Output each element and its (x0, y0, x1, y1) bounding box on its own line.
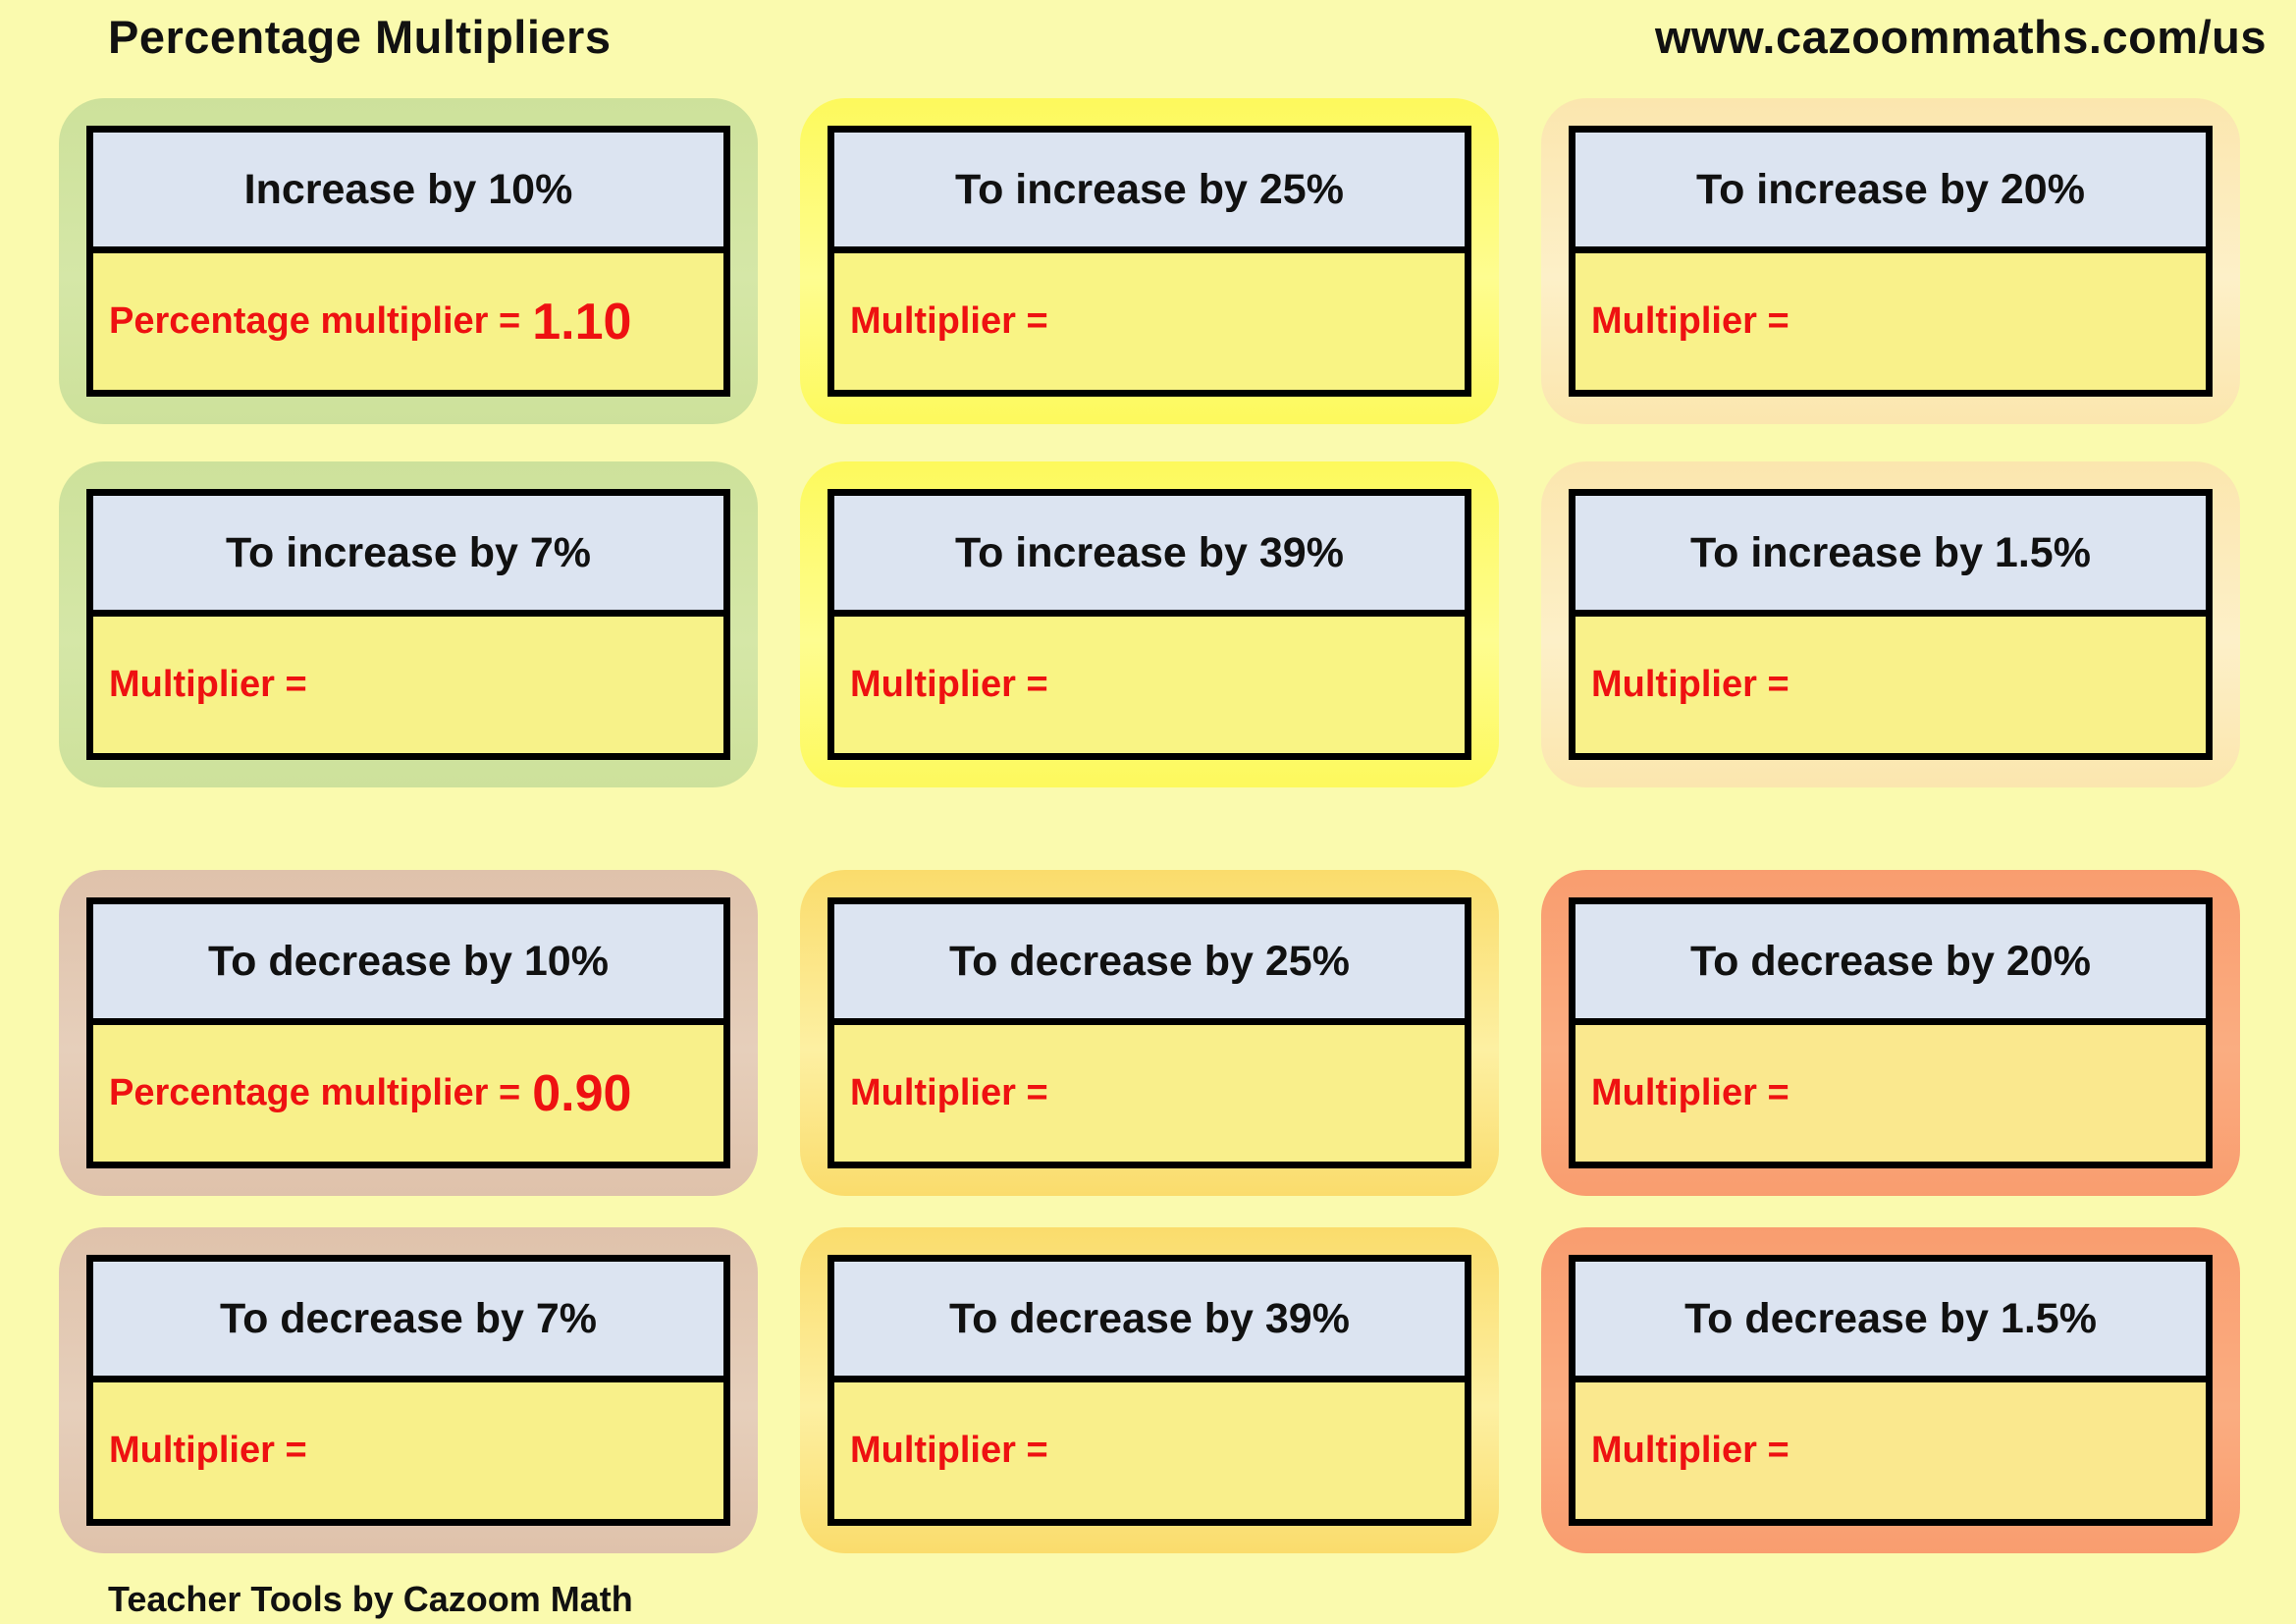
multiplier-label: Multiplier = (850, 664, 1048, 706)
card-answer-area: Multiplier = (834, 253, 1465, 390)
multiplier-label: Multiplier = (850, 1430, 1048, 1472)
card-increase-25: To increase by 25% Multiplier = (800, 98, 1499, 424)
card-frame: To decrease by 10% Percentage multiplier… (86, 897, 730, 1168)
card-decrease-1-5: To decrease by 1.5% Multiplier = (1541, 1227, 2240, 1553)
multiplier-label: Percentage multiplier = (109, 300, 521, 343)
card-decrease-7: To decrease by 7% Multiplier = (59, 1227, 758, 1553)
card-header: To decrease by 7% (93, 1262, 723, 1383)
card-header-label: To increase by 1.5% (1690, 528, 2091, 576)
card-increase-7: To increase by 7% Multiplier = (59, 461, 758, 787)
multiplier-label: Multiplier = (1591, 664, 1789, 706)
card-header-label: To increase by 20% (1696, 165, 2085, 213)
card-answer-area: Multiplier = (1575, 253, 2206, 390)
card-answer-area: Multiplier = (834, 617, 1465, 753)
card-frame: To decrease by 25% Multiplier = (828, 897, 1471, 1168)
card-answer-area: Multiplier = (1575, 617, 2206, 753)
card-decrease-39: To decrease by 39% Multiplier = (800, 1227, 1499, 1553)
decrease-cards-grid: To decrease by 10% Percentage multiplier… (0, 870, 2296, 1553)
card-header-label: To decrease by 1.5% (1684, 1294, 2097, 1342)
page-header: Percentage Multipliers www.cazoommaths.c… (0, 0, 2296, 77)
card-header-label: To increase by 7% (225, 528, 592, 576)
card-answer-area: Percentage multiplier = 0.90 (93, 1025, 723, 1162)
card-header-label: To decrease by 20% (1690, 937, 2091, 985)
card-header: To increase by 39% (834, 496, 1465, 618)
card-decrease-25: To decrease by 25% Multiplier = (800, 870, 1499, 1196)
card-frame: To increase by 7% Multiplier = (86, 489, 730, 760)
multiplier-label: Multiplier = (1591, 1072, 1789, 1114)
multiplier-label: Multiplier = (109, 664, 307, 706)
page-title: Percentage Multipliers (108, 11, 612, 63)
card-frame: Increase by 10% Percentage multiplier = … (86, 126, 730, 397)
card-frame: To increase by 1.5% Multiplier = (1569, 489, 2213, 760)
card-increase-10: Increase by 10% Percentage multiplier = … (59, 98, 758, 424)
card-increase-1-5: To increase by 1.5% Multiplier = (1541, 461, 2240, 787)
card-header-label: To decrease by 39% (949, 1294, 1350, 1342)
multiplier-label: Multiplier = (109, 1430, 307, 1472)
card-increase-39: To increase by 39% Multiplier = (800, 461, 1499, 787)
card-header: To decrease by 25% (834, 904, 1465, 1026)
card-header: To decrease by 20% (1575, 904, 2206, 1026)
card-header: Increase by 10% (93, 133, 723, 254)
card-header: To increase by 25% (834, 133, 1465, 254)
card-header-label: To decrease by 7% (220, 1294, 597, 1342)
card-frame: To decrease by 39% Multiplier = (828, 1255, 1471, 1526)
card-header: To increase by 1.5% (1575, 496, 2206, 618)
multiplier-label: Multiplier = (1591, 1430, 1789, 1472)
card-answer-area: Percentage multiplier = 1.10 (93, 253, 723, 390)
card-frame: To decrease by 20% Multiplier = (1569, 897, 2213, 1168)
card-decrease-10: To decrease by 10% Percentage multiplier… (59, 870, 758, 1196)
card-answer-area: Multiplier = (93, 617, 723, 753)
card-answer-area: Multiplier = (93, 1382, 723, 1519)
card-answer-area: Multiplier = (1575, 1382, 2206, 1519)
multiplier-label: Multiplier = (850, 1072, 1048, 1114)
card-frame: To increase by 25% Multiplier = (828, 126, 1471, 397)
card-header: To decrease by 39% (834, 1262, 1465, 1383)
card-header: To increase by 7% (93, 496, 723, 618)
card-header-label: To decrease by 10% (208, 937, 609, 985)
card-header-label: To increase by 39% (955, 528, 1344, 576)
card-header-label: Increase by 10% (243, 165, 573, 213)
card-answer-area: Multiplier = (834, 1382, 1465, 1519)
multiplier-value: 0.90 (532, 1064, 632, 1122)
website-url: www.cazoommaths.com/us (1654, 11, 2267, 63)
card-increase-20: To increase by 20% Multiplier = (1541, 98, 2240, 424)
increase-cards-grid: Increase by 10% Percentage multiplier = … (0, 98, 2296, 787)
card-frame: To decrease by 7% Multiplier = (86, 1255, 730, 1526)
card-header-label: To increase by 25% (955, 165, 1344, 213)
card-decrease-20: To decrease by 20% Multiplier = (1541, 870, 2240, 1196)
footer-credit: Teacher Tools by Cazoom Math (108, 1579, 633, 1619)
card-frame: To increase by 20% Multiplier = (1569, 126, 2213, 397)
card-header: To decrease by 10% (93, 904, 723, 1026)
multiplier-label: Multiplier = (1591, 300, 1789, 343)
card-frame: To increase by 39% Multiplier = (828, 489, 1471, 760)
card-header: To decrease by 1.5% (1575, 1262, 2206, 1383)
card-answer-area: Multiplier = (1575, 1025, 2206, 1162)
multiplier-value: 1.10 (532, 293, 632, 351)
multiplier-label: Percentage multiplier = (109, 1072, 521, 1114)
card-frame: To decrease by 1.5% Multiplier = (1569, 1255, 2213, 1526)
card-header: To increase by 20% (1575, 133, 2206, 254)
multiplier-label: Multiplier = (850, 300, 1048, 343)
card-answer-area: Multiplier = (834, 1025, 1465, 1162)
card-header-label: To decrease by 25% (949, 937, 1350, 985)
